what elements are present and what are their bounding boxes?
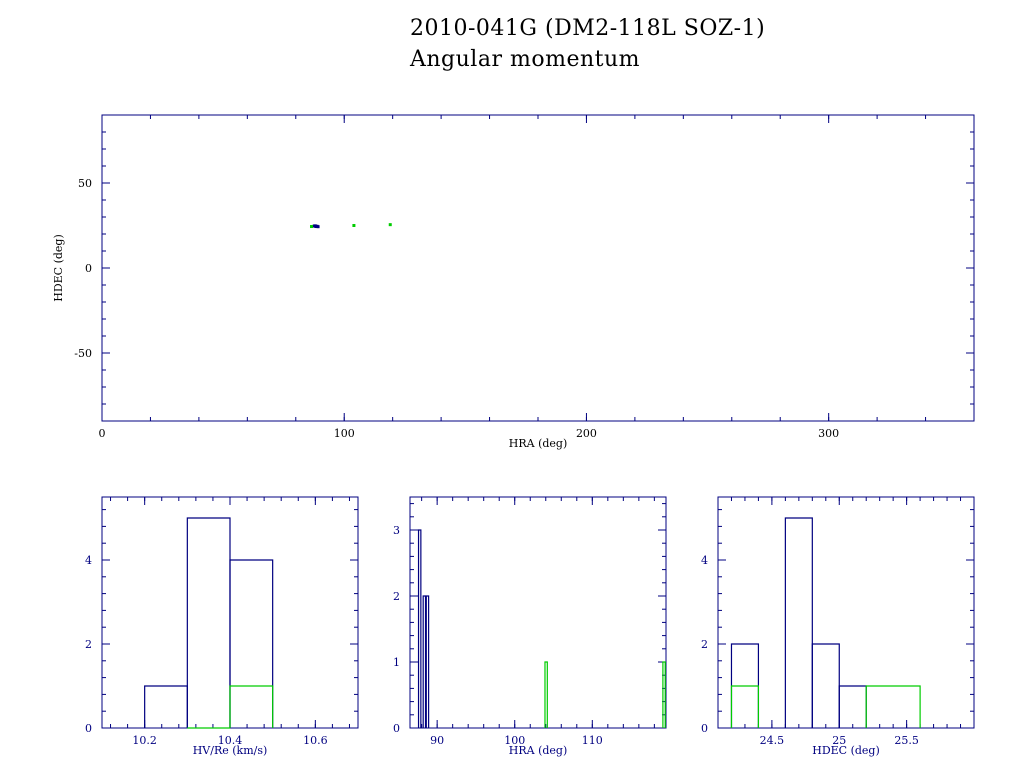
panel-0-xlabel: HRA (deg)	[509, 437, 568, 450]
panel-2-ytick-label: 1	[393, 656, 400, 669]
panel-0-ytick-label: -50	[74, 347, 92, 360]
hist-bar-series-0	[186, 517, 231, 728]
panel-3-xtick-label: 25.5	[894, 734, 919, 747]
hist-bar-series-1	[662, 661, 666, 728]
hist-bar-series-0	[838, 685, 867, 728]
panel-1-ytick-label: 2	[85, 638, 92, 651]
scatter-point-0	[315, 224, 319, 228]
panel-0-frame	[101, 114, 975, 422]
panel-0-xtick-label: 300	[818, 427, 839, 440]
panel-3-ytick-label: 2	[701, 638, 708, 651]
panel-2-ytick-label: 2	[393, 590, 400, 603]
panel-3-xlabel: HDEC (deg)	[812, 744, 880, 757]
hist-bar-series-1	[730, 685, 760, 728]
panel-3-xtick-label: 25	[832, 734, 846, 747]
panel-1-xtick-label: 10.6	[303, 734, 328, 747]
panel-0-ytick-label: 50	[78, 177, 92, 190]
scatter-point-1	[388, 223, 392, 227]
panel-2-xtick-label: 110	[582, 734, 603, 747]
panel-1-xtick-label: 10.4	[218, 734, 243, 747]
hist-bar-series-0	[229, 559, 274, 728]
hist-bar-series-1	[229, 685, 274, 728]
panel-0-xtick-label: 100	[334, 427, 355, 440]
hist-bar-series-1	[544, 661, 548, 728]
hist-bar-series-0	[784, 517, 813, 728]
panel-1-ytick-label: 0	[85, 722, 92, 735]
panel-1-xtick-label: 10.2	[132, 734, 157, 747]
panel-2-ytick-label: 3	[393, 524, 400, 537]
hist-bar-series-0	[425, 595, 430, 728]
panel-2-xtick-label: 90	[430, 734, 444, 747]
panel-1-ytick-label: 4	[85, 554, 92, 567]
chart-title: 2010-041G (DM2-118L SOZ-1)	[410, 16, 766, 41]
hist-bar-series-0	[811, 643, 840, 728]
panel-3-ytick-label: 4	[701, 554, 708, 567]
panel-3-frame	[717, 496, 975, 729]
panel-2-xtick-label: 100	[504, 734, 525, 747]
panel-0-ytick-label: 0	[85, 262, 92, 275]
panel-0-xtick-label: 200	[576, 427, 597, 440]
panel-0-xtick-label: 0	[99, 427, 106, 440]
panel-3-xtick-label: 24.5	[760, 734, 785, 747]
scatter-point-1	[352, 224, 356, 227]
panel-2-ytick-label: 0	[393, 722, 400, 735]
hist-bar-series-0	[422, 595, 427, 728]
panel-0-ylabel: HDEC (deg)	[52, 234, 65, 302]
scatter-point-1	[310, 225, 314, 229]
hist-bar-series-0	[417, 529, 422, 728]
panel-2-xlabel: HRA (deg)	[509, 744, 568, 757]
panel-3-ytick-label: 0	[701, 722, 708, 735]
panel-1-xlabel: HV/Re (km/s)	[193, 744, 268, 757]
hist-bar-series-1	[865, 685, 921, 728]
hist-bar-series-0	[144, 685, 188, 728]
chart-subtitle: Angular momentum	[410, 47, 640, 72]
panel-2-frame	[409, 496, 667, 729]
